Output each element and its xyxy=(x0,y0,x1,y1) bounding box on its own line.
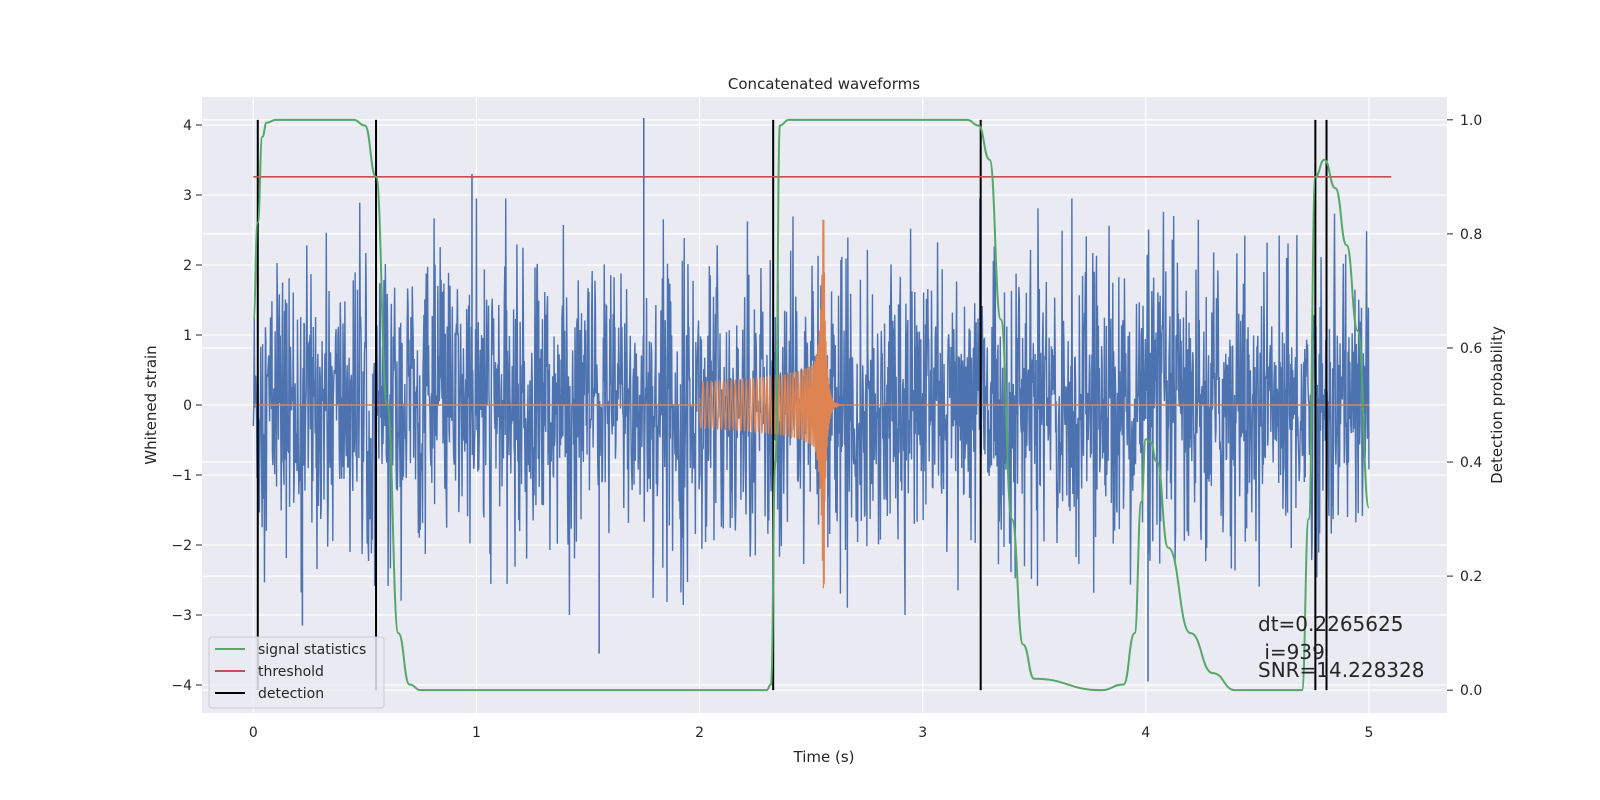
y2-tick-label: 0.2 xyxy=(1460,569,1482,585)
annotation-dt: dt=0.2265625 xyxy=(1258,612,1403,636)
annotation-index: i=939 xyxy=(1258,640,1325,664)
legend-label-threshold: threshold xyxy=(258,664,324,680)
y2-tick-label: 0.8 xyxy=(1460,227,1482,243)
y-tick-label: −2 xyxy=(171,538,192,554)
y-tick-label: 2 xyxy=(183,258,192,274)
y-tick-label: 1 xyxy=(183,328,192,344)
legend: signal statistics threshold detection xyxy=(208,636,385,709)
x-tick-label: 3 xyxy=(918,725,927,741)
y-tick-label: −4 xyxy=(171,678,192,694)
legend-label-signal-statistics: signal statistics xyxy=(258,642,366,658)
y2-tick-label: 0.6 xyxy=(1460,341,1482,357)
y-axis-title: Whitened strain xyxy=(142,345,160,464)
y-tick-label: 0 xyxy=(183,398,192,414)
series-layer xyxy=(252,118,1392,692)
y2-tick-label: 0.0 xyxy=(1460,683,1482,699)
y-tick-label: 3 xyxy=(183,188,192,204)
series-chirp-waveform xyxy=(698,219,923,589)
y-tick-label: −1 xyxy=(171,468,192,484)
annotation-snr: SNR=14.228328 xyxy=(1258,658,1424,682)
y2-tick-label: 1.0 xyxy=(1460,113,1482,129)
chart-title: Concatenated waveforms xyxy=(728,75,920,93)
x-tick-label: 5 xyxy=(1364,725,1373,741)
legend-box xyxy=(208,636,385,709)
legend-label-detection: detection xyxy=(258,686,324,702)
x-tick-label: 4 xyxy=(1141,725,1150,741)
annotations: dt=0.2265625 i=939 SNR=14.228328 xyxy=(1258,612,1424,682)
x-axis-title: Time (s) xyxy=(793,748,855,766)
x-tick-label: 0 xyxy=(249,725,258,741)
series-signal-statistics xyxy=(252,118,1370,692)
y2-tick-label: 0.4 xyxy=(1460,455,1482,471)
axes: 0 1 2 3 4 5 −4 −3 −2 −1 0 1 2 3 4 0.0 0.2 0.4 0.6 0.8 1.0 xyxy=(171,113,1482,741)
x-tick-label: 1 xyxy=(472,725,481,741)
y-tick-label: 4 xyxy=(183,118,192,134)
y-tick-label: −3 xyxy=(171,608,192,624)
x-tick-label: 2 xyxy=(695,725,704,741)
y2-axis-title: Detection probability xyxy=(1488,326,1506,484)
